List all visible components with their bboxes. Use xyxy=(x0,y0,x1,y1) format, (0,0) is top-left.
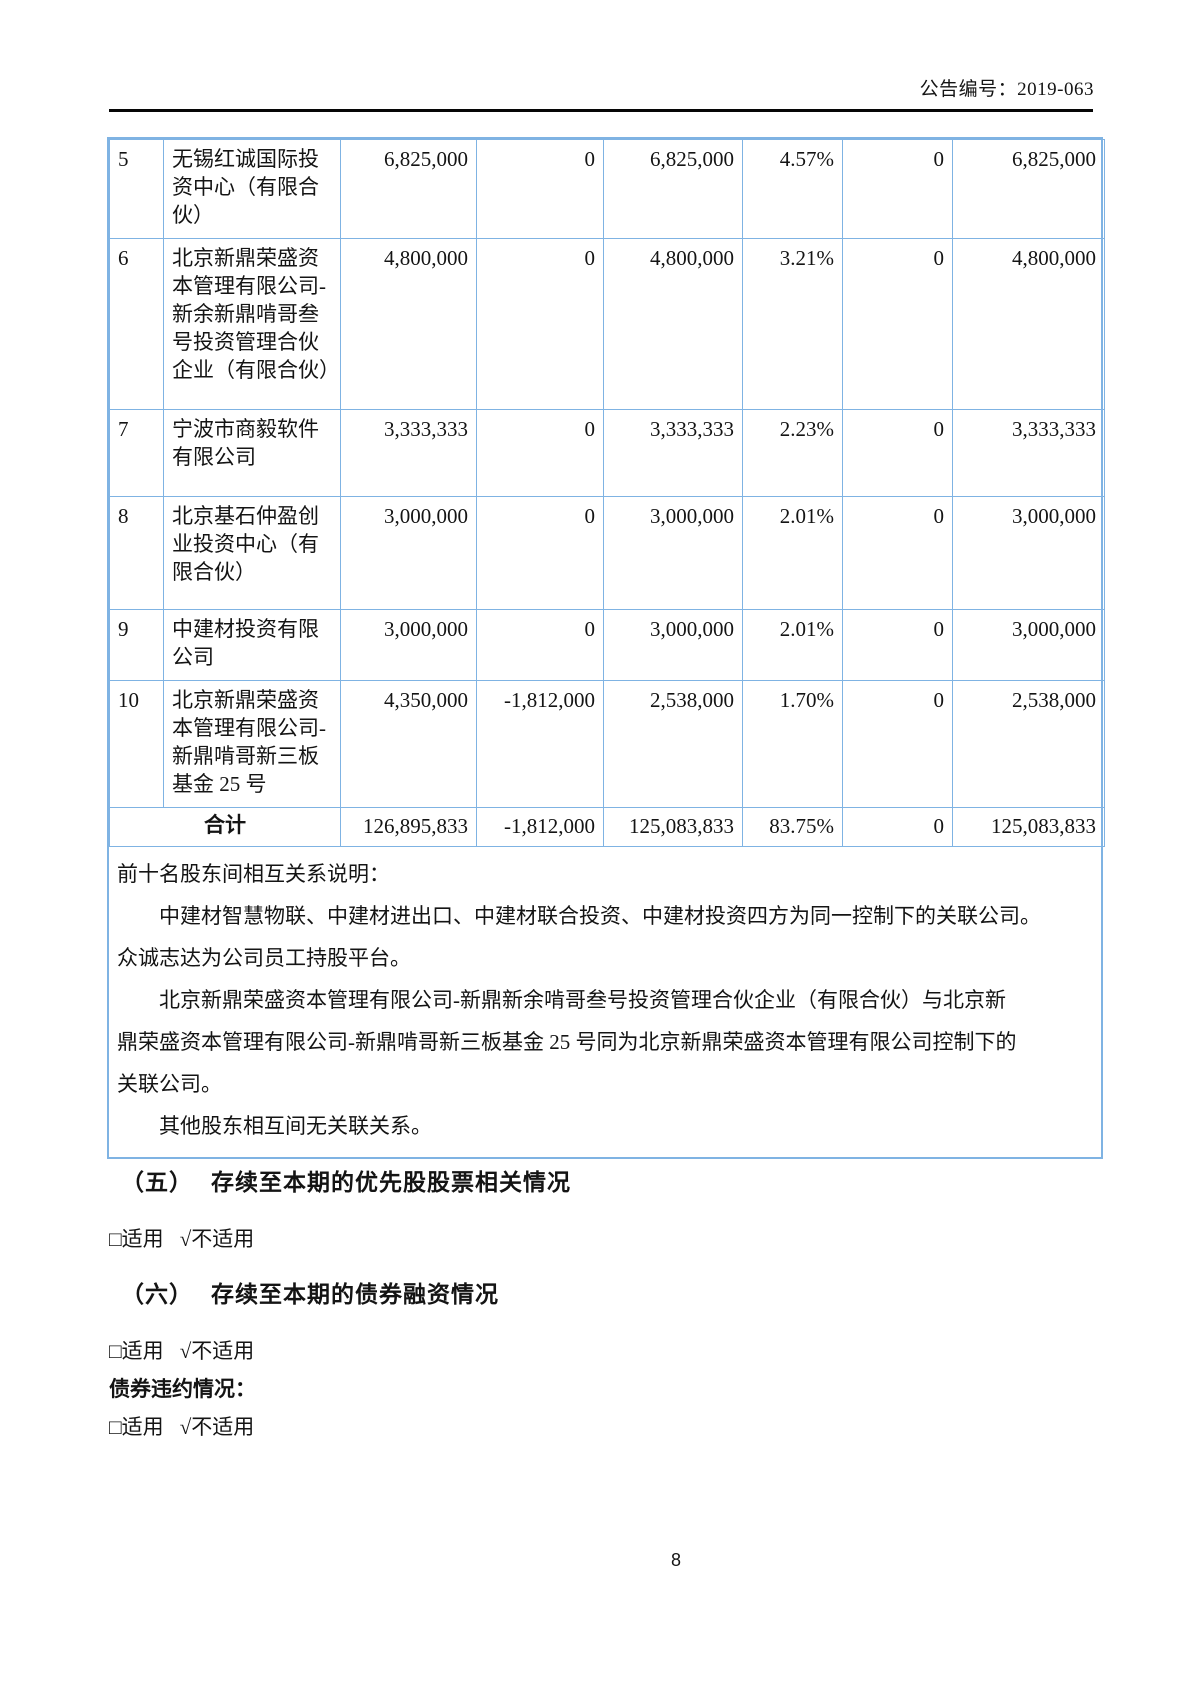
value-cell: 4,800,000 xyxy=(603,238,743,410)
relationship-notes: 前十名股东间相互关系说明： 中建材智慧物联、中建材进出口、中建材联合投资、中建材… xyxy=(109,847,1101,1157)
total-value-cell: -1,812,000 xyxy=(476,807,604,847)
percent-cell: 3.21% xyxy=(742,238,843,410)
note-line: 鼎荣盛资本管理有限公司-新鼎啃哥新三板基金 25 号同为北京新鼎荣盛资本管理有限… xyxy=(117,1030,1017,1054)
table-row: 5 无锡红诚国际投资中心（有限合伙） 6,825,000 0 6,825,000… xyxy=(109,139,1105,239)
value-cell: 2,538,000 xyxy=(952,680,1105,808)
sections: （五） 存续至本期的优先股股票相关情况 □适用 √不适用 （六） 存续至本期的债券融资… xyxy=(107,1163,1103,1449)
section-heading-six: （六） 存续至本期的债券融资情况 xyxy=(121,1275,1103,1309)
section-title: 存续至本期的债券融资情况 xyxy=(211,1281,499,1307)
applicability-line-bond: □适用 √不适用 xyxy=(109,1411,1103,1441)
value-cell: 3,000,000 xyxy=(603,609,743,681)
shareholder-name-cell: 北京基石仲盈创业投资中心（有限合伙） xyxy=(163,496,341,610)
note-line: 众诚志达为公司员工持股平台。 xyxy=(117,946,411,970)
applicability-line-five: □适用 √不适用 xyxy=(109,1223,1103,1253)
page-number: 8 xyxy=(671,1550,682,1570)
percent-cell: 1.70% xyxy=(742,680,843,808)
shareholder-table-box: 5 无锡红诚国际投资中心（有限合伙） 6,825,000 0 6,825,000… xyxy=(107,137,1105,1159)
value-cell: -1,812,000 xyxy=(476,680,604,808)
value-cell: 6,825,000 xyxy=(340,139,477,239)
value-cell: 0 xyxy=(842,139,953,239)
note-line: 其他股东相互间无关联关系。 xyxy=(159,1114,432,1138)
rank-cell: 6 xyxy=(109,238,164,410)
value-cell: 0 xyxy=(842,409,953,497)
rank-cell: 9 xyxy=(109,609,164,681)
check-not-apply: √不适用 xyxy=(179,1227,255,1251)
section-number: （六） xyxy=(121,1281,193,1307)
note-line: 中建材智慧物联、中建材进出口、中建材联合投资、中建材投资四方为同一控制下的关联公… xyxy=(159,904,1041,928)
total-value-cell: 125,083,833 xyxy=(603,807,743,847)
value-cell: 2,538,000 xyxy=(603,680,743,808)
announcement-number: 公告编号：2019-063 xyxy=(919,79,1094,100)
value-cell: 0 xyxy=(476,609,604,681)
total-value-cell: 0 xyxy=(842,807,953,847)
value-cell: 6,825,000 xyxy=(952,139,1105,239)
percent-cell: 2.23% xyxy=(742,409,843,497)
table-total-row: 合计 126,895,833 -1,812,000 125,083,833 83… xyxy=(109,807,1105,847)
note-line: 北京新鼎荣盛资本管理有限公司-新鼎新余啃哥叁号投资管理合伙企业（有限合伙）与北京… xyxy=(159,988,1006,1012)
rank-cell: 8 xyxy=(109,496,164,610)
value-cell: 4,350,000 xyxy=(340,680,477,808)
percent-cell: 4.57% xyxy=(742,139,843,239)
total-percent-cell: 83.75% xyxy=(742,807,843,847)
checkbox-apply: □适用 xyxy=(109,1415,164,1439)
percent-cell: 2.01% xyxy=(742,496,843,610)
shareholder-table: 5 无锡红诚国际投资中心（有限合伙） 6,825,000 0 6,825,000… xyxy=(109,139,1105,847)
value-cell: 0 xyxy=(476,409,604,497)
table-row: 10 北京新鼎荣盛资本管理有限公司-新鼎啃哥新三板基金 25 号 4,350,0… xyxy=(109,680,1105,808)
table-row: 9 中建材投资有限公司 3,000,000 0 3,000,000 2.01% … xyxy=(109,609,1105,681)
table-row: 8 北京基石仲盈创业投资中心（有限合伙） 3,000,000 0 3,000,0… xyxy=(109,496,1105,610)
total-label-cell: 合计 xyxy=(109,807,341,847)
value-cell: 0 xyxy=(842,609,953,681)
shareholder-name-cell: 中建材投资有限公司 xyxy=(163,609,341,681)
rank-cell: 5 xyxy=(109,139,164,239)
value-cell: 3,000,000 xyxy=(603,496,743,610)
value-cell: 0 xyxy=(476,496,604,610)
section-heading-five: （五） 存续至本期的优先股股票相关情况 xyxy=(121,1163,1103,1197)
value-cell: 3,333,333 xyxy=(603,409,743,497)
check-not-apply: √不适用 xyxy=(179,1415,255,1439)
applicability-line-six: □适用 √不适用 xyxy=(109,1335,1103,1365)
note-line: 关联公司。 xyxy=(117,1072,222,1096)
rank-cell: 7 xyxy=(109,409,164,497)
section-title: 存续至本期的优先股股票相关情况 xyxy=(211,1169,571,1195)
header-divider xyxy=(109,109,1093,112)
value-cell: 0 xyxy=(842,238,953,410)
value-cell: 0 xyxy=(476,238,604,410)
total-value-cell: 125,083,833 xyxy=(952,807,1105,847)
check-not-apply: √不适用 xyxy=(179,1339,255,1363)
value-cell: 3,333,333 xyxy=(340,409,477,497)
value-cell: 3,000,000 xyxy=(952,496,1105,610)
checkbox-apply: □适用 xyxy=(109,1227,164,1251)
total-value-cell: 126,895,833 xyxy=(340,807,477,847)
value-cell: 0 xyxy=(476,139,604,239)
shareholder-name-cell: 北京新鼎荣盛资本管理有限公司-新鼎啃哥新三板基金 25 号 xyxy=(163,680,341,808)
value-cell: 3,000,000 xyxy=(952,609,1105,681)
table-row: 7 宁波市商毅软件有限公司 3,333,333 0 3,333,333 2.23… xyxy=(109,409,1105,497)
value-cell: 0 xyxy=(842,496,953,610)
value-cell: 0 xyxy=(842,680,953,808)
notes-title: 前十名股东间相互关系说明： xyxy=(117,862,390,886)
value-cell: 6,825,000 xyxy=(603,139,743,239)
shareholder-name-cell: 北京新鼎荣盛资本管理有限公司-新余新鼎啃哥叁号投资管理合伙企业（有限合伙） xyxy=(163,238,341,410)
value-cell: 4,800,000 xyxy=(952,238,1105,410)
section-number: （五） xyxy=(121,1169,193,1195)
value-cell: 3,333,333 xyxy=(952,409,1105,497)
shareholder-name-cell: 无锡红诚国际投资中心（有限合伙） xyxy=(163,139,341,239)
shareholder-name-cell: 宁波市商毅软件有限公司 xyxy=(163,409,341,497)
checkbox-apply: □适用 xyxy=(109,1339,164,1363)
bond-default-label: 债券违约情况： xyxy=(109,1378,256,1401)
rank-cell: 10 xyxy=(109,680,164,808)
value-cell: 3,000,000 xyxy=(340,496,477,610)
percent-cell: 2.01% xyxy=(742,609,843,681)
value-cell: 4,800,000 xyxy=(340,238,477,410)
table-row: 6 北京新鼎荣盛资本管理有限公司-新余新鼎啃哥叁号投资管理合伙企业（有限合伙） … xyxy=(109,238,1105,410)
value-cell: 3,000,000 xyxy=(340,609,477,681)
